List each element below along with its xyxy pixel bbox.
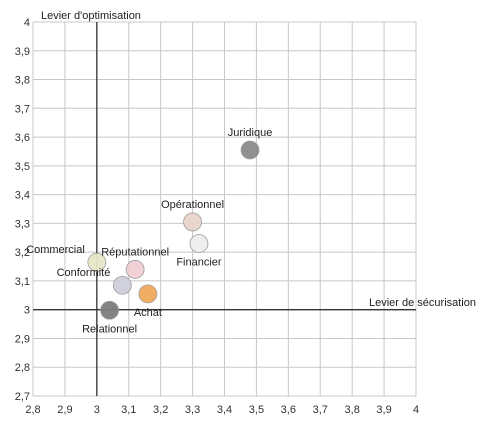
data-point-commercial	[87, 252, 107, 272]
x-tick-label: 4	[413, 404, 419, 416]
y-tick-label: 2,8	[15, 362, 30, 374]
y-tick-label: 3,5	[15, 161, 30, 173]
point-label: Conformité	[57, 267, 111, 279]
y-tick-label: 2,7	[15, 391, 30, 403]
data-point-financier	[189, 234, 209, 253]
data-point-achat	[138, 284, 158, 304]
point-label: Opérationnel	[161, 199, 224, 211]
y-tick-label: 2,9	[15, 333, 30, 345]
x-tick-label: 2,9	[57, 404, 72, 416]
data-point-juridique	[240, 140, 260, 160]
y-tick-label: 3,6	[15, 132, 30, 144]
x-tick-label: 3,4	[217, 404, 232, 416]
tick-labels: 2,8 2,9 3 3,1 3,2 3,3 3,4 3,5 3,6 3,7 3,8 3,9 42,72,…	[15, 17, 419, 416]
y-tick-label: 3,4	[15, 190, 30, 202]
x-tick-label: 3,5	[249, 404, 264, 416]
x-tick-label: 3,8	[345, 404, 360, 416]
grid	[32, 21, 417, 397]
y-tick-label: 3,1	[15, 276, 30, 288]
y-tick-label: 3,2	[15, 247, 30, 259]
x-tick-label: 3,6	[281, 404, 296, 416]
point-label: Commercial	[26, 244, 85, 256]
point-label: Relationnel	[82, 323, 137, 335]
y-axis-title: Levier d'optimisation	[41, 10, 141, 22]
y-tick-label: 3,9	[15, 46, 30, 58]
y-tick-label: 3	[24, 305, 30, 317]
data-points	[87, 140, 260, 320]
x-tick-label: 3,9	[376, 404, 391, 416]
point-label: Réputationnel	[101, 246, 169, 258]
x-tick-label: 3,1	[121, 404, 136, 416]
x-tick-label: 3,7	[313, 404, 328, 416]
y-tick-label: 4	[24, 17, 30, 29]
point-label: Juridique	[228, 127, 273, 139]
point-label: Achat	[134, 307, 162, 319]
x-tick-label: 3,3	[185, 404, 200, 416]
x-tick-label: 2,8	[25, 404, 40, 416]
y-tick-label: 3,3	[15, 218, 30, 230]
data-point-opérationnel	[183, 212, 202, 232]
point-labels: Juridique Opérationnel Financier Réputation…	[26, 127, 272, 335]
x-axis-title: Levier de sécurisation	[369, 297, 476, 309]
crosshair-axes	[33, 22, 416, 396]
y-tick-label: 3,8	[15, 75, 30, 87]
x-tick-label: 3	[94, 404, 100, 416]
data-point-relationnel	[100, 300, 119, 320]
point-label: Financier	[176, 257, 222, 269]
data-point-réputationnel	[125, 260, 145, 279]
data-point-conformité	[112, 275, 132, 295]
y-tick-label: 3,7	[15, 103, 30, 115]
x-tick-label: 3,2	[153, 404, 168, 416]
